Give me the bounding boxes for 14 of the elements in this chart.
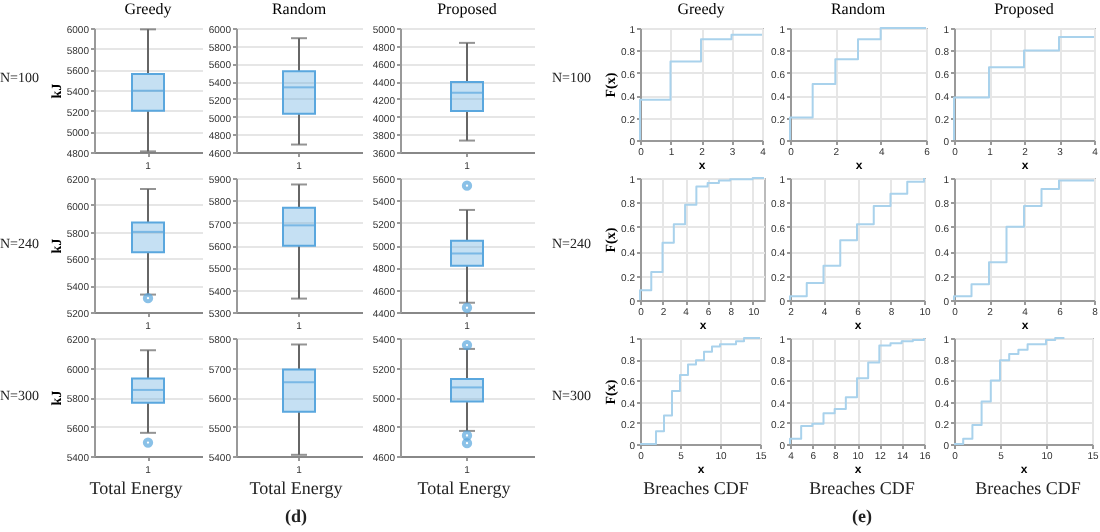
text: Total Energy — [89, 478, 183, 498]
chart-title: Greedy — [124, 0, 172, 18]
chart-title: Random — [271, 0, 328, 18]
text: Breaches CDF — [643, 478, 749, 498]
chart-title: Random — [830, 0, 887, 18]
chart-title: Proposed — [437, 0, 497, 18]
chart-title: Proposed — [994, 0, 1054, 18]
text: Breaches CDF — [809, 478, 915, 498]
text: (e) — [852, 506, 872, 526]
text: Total Energy — [417, 478, 511, 498]
chart-title: Greedy — [677, 0, 725, 18]
text: Total Energy — [249, 478, 343, 498]
text: (d) — [285, 506, 307, 526]
text: Breaches CDF — [975, 478, 1081, 498]
